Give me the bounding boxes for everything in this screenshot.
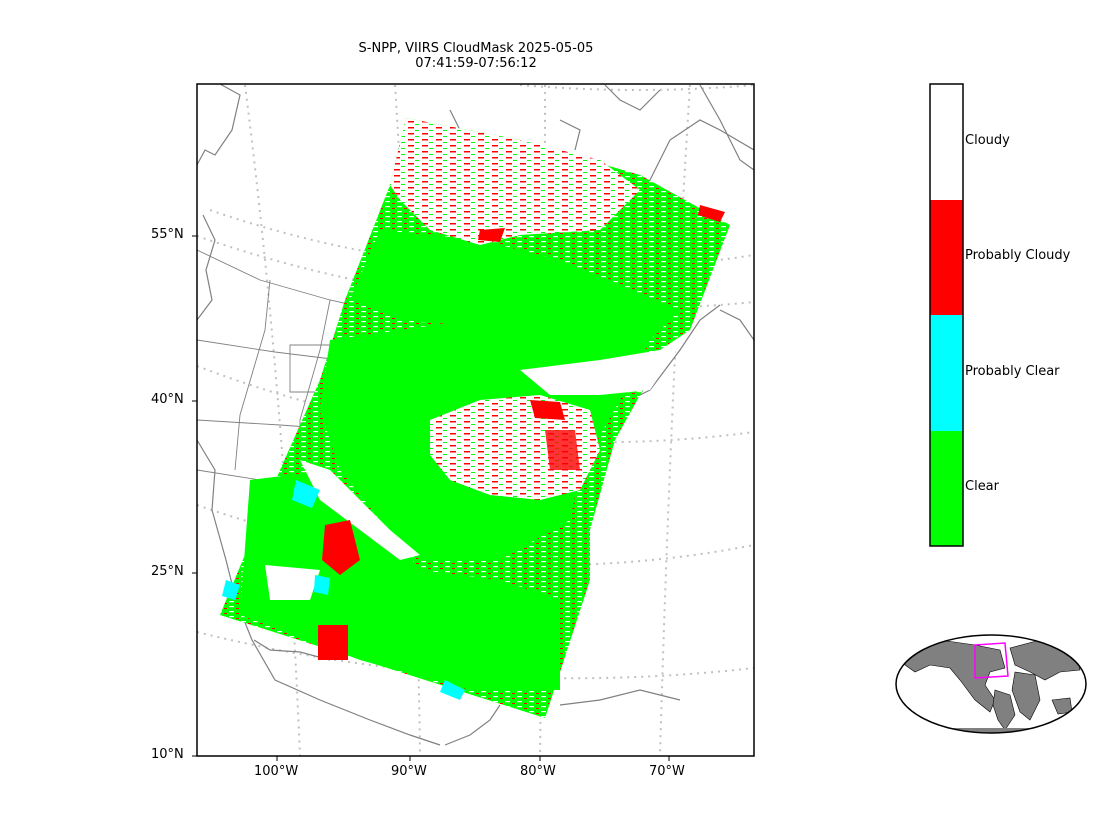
legend-swatch-probably-clear xyxy=(930,315,963,431)
cyan-patch-1 xyxy=(292,480,320,508)
inset-globe xyxy=(895,634,1087,734)
lat-tick-25: 25°N xyxy=(151,564,184,579)
cloudmask-swath xyxy=(220,118,730,718)
cloud-region-storm xyxy=(430,395,600,500)
legend-label-clear: Clear xyxy=(965,479,999,494)
red-patch-6 xyxy=(545,430,580,470)
title-line-2: 07:41:59-07:56:12 xyxy=(415,56,537,71)
lat-tick-55: 55°N xyxy=(151,227,184,242)
lon-tick-80w: 80°W xyxy=(520,764,556,779)
axis-ticks xyxy=(192,235,670,761)
graticule xyxy=(197,84,754,756)
legend-colorbar xyxy=(929,83,964,547)
cyan-patch-3 xyxy=(440,680,465,700)
lat-tick-10: 10°N xyxy=(151,747,184,762)
cyan-patch-4 xyxy=(314,575,330,595)
map-title: S-NPP, VIIRS CloudMask 2025-05-05 07:41:… xyxy=(276,41,676,71)
legend-label-cloudy: Cloudy xyxy=(965,133,1010,148)
cloud-band-southwest xyxy=(300,460,420,560)
inset-swath-box xyxy=(974,642,1009,679)
cloud-band-east xyxy=(520,330,690,395)
legend-swatch-cloudy xyxy=(930,84,963,200)
legend-swatch-probably-cloudy xyxy=(930,200,963,315)
lon-tick-90w: 90°W xyxy=(391,764,427,779)
red-patch-3 xyxy=(530,400,565,420)
lon-tick-70w: 70°W xyxy=(649,764,685,779)
title-line-1: S-NPP, VIIRS CloudMask 2025-05-05 xyxy=(358,41,594,56)
lon-tick-100w: 100°W xyxy=(254,764,299,779)
map-frame xyxy=(196,83,755,757)
red-patch-4 xyxy=(698,205,725,222)
legend-label-probably-clear: Probably Clear xyxy=(965,364,1060,379)
legend-swatch-clear xyxy=(930,431,963,546)
red-patch-5 xyxy=(478,228,505,242)
cyan-patch-2 xyxy=(222,580,240,600)
cloud-region-north xyxy=(390,118,640,245)
legend-label-probably-cloudy: Probably Cloudy xyxy=(965,248,1071,263)
cloud-patch-mexico xyxy=(265,565,320,600)
lat-tick-40: 40°N xyxy=(151,392,184,407)
red-patch-2 xyxy=(322,520,360,575)
red-patch-1 xyxy=(318,625,348,660)
clear-region-north xyxy=(350,230,680,340)
